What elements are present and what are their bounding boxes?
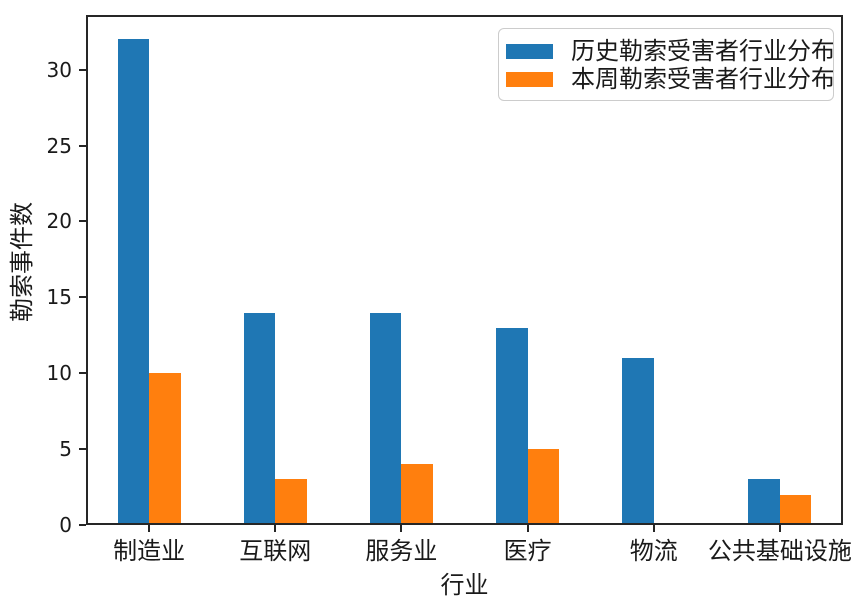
y-tick-mark <box>79 524 86 526</box>
y-axis-label: 勒索事件数 <box>8 202 36 322</box>
y-tick-mark <box>79 68 86 71</box>
x-tick-label: 服务业 <box>365 537 438 565</box>
y-tick-label: 25 <box>46 133 72 158</box>
legend-item: 历史勒索受害者行业分布 <box>499 37 833 65</box>
x-tick-mark <box>274 525 277 532</box>
x-tick-mark <box>652 525 655 532</box>
x-tick-label: 医疗 <box>503 537 552 565</box>
y-tick-mark <box>79 144 86 147</box>
x-axis-label: 行业 <box>440 571 489 599</box>
y-tick-mark <box>79 448 86 451</box>
plot-frame <box>86 15 843 525</box>
x-tick-mark <box>526 525 529 532</box>
x-tick-label: 物流 <box>629 537 678 565</box>
legend-label: 历史勒索受害者行业分布 <box>571 37 834 65</box>
legend-swatch-icon <box>506 71 553 87</box>
legend-label: 本周勒索受害者行业分布 <box>571 65 834 93</box>
legend-swatch-icon <box>506 43 553 59</box>
y-tick-mark <box>79 372 86 375</box>
y-tick-label: 5 <box>59 437 72 462</box>
x-tick-label: 公共基础设施 <box>707 537 852 565</box>
x-tick-mark <box>400 525 403 532</box>
legend-item: 本周勒索受害者行业分布 <box>499 65 833 93</box>
x-tick-mark <box>148 525 151 532</box>
y-tick-label: 10 <box>46 361 72 386</box>
y-tick-label: 0 <box>59 513 72 537</box>
legend: 历史勒索受害者行业分布 本周勒索受害者行业分布 <box>498 28 834 101</box>
y-tick-mark <box>79 220 86 223</box>
x-tick-mark <box>778 525 781 532</box>
y-tick-mark <box>79 296 86 299</box>
x-tick-label: 制造业 <box>113 537 186 565</box>
y-tick-label: 30 <box>46 57 72 82</box>
x-tick-label: 互联网 <box>239 537 312 565</box>
